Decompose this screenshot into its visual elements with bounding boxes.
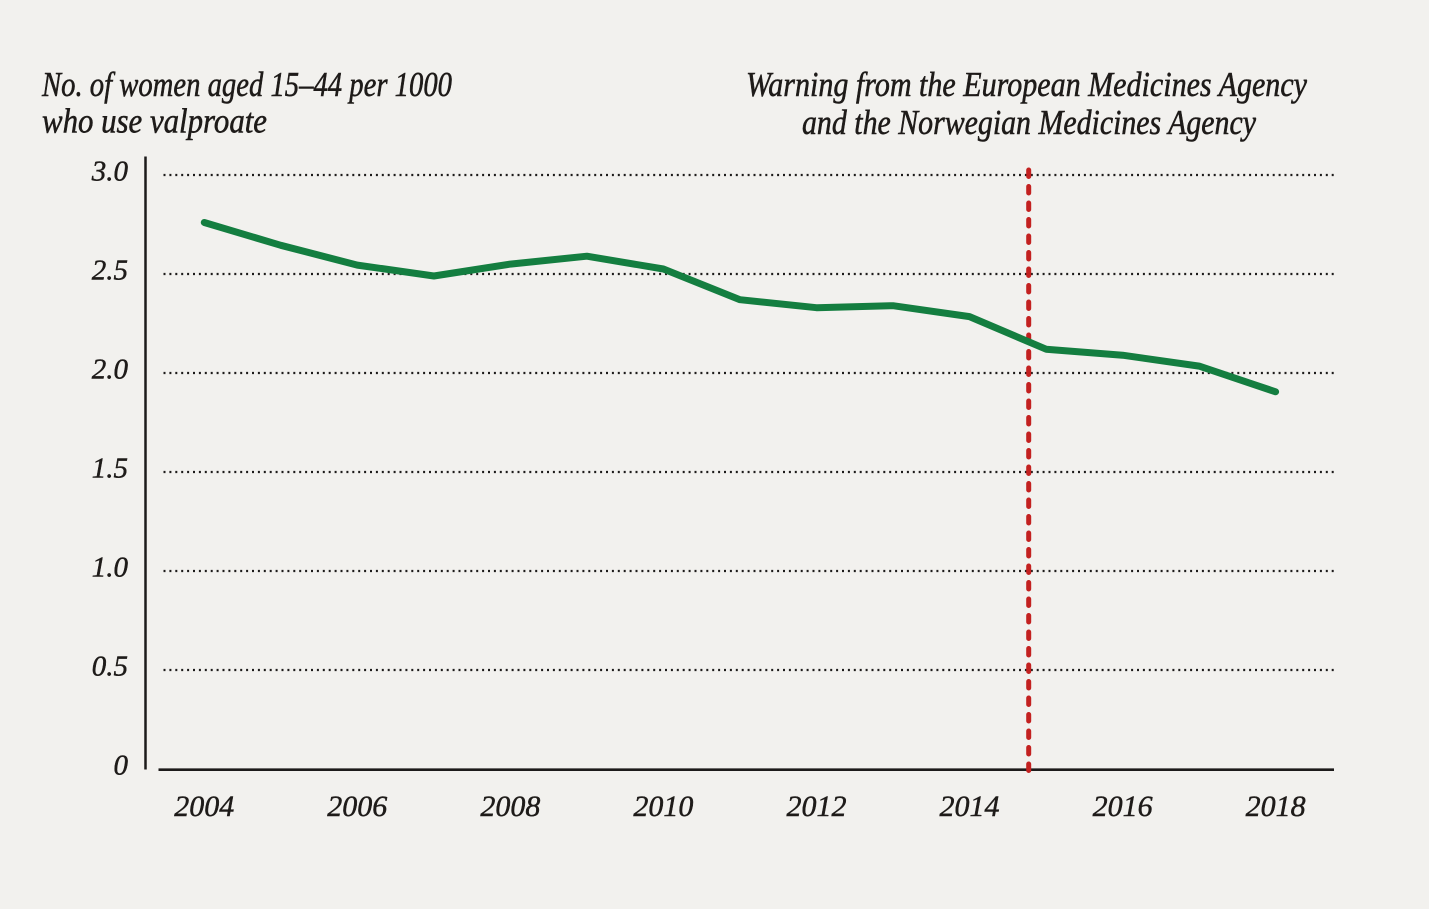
svg-text:who use valproate: who use valproate	[42, 102, 267, 141]
svg-text:2014: 2014	[940, 790, 1000, 823]
svg-text:1.5: 1.5	[92, 453, 128, 485]
svg-text:1.0: 1.0	[92, 552, 129, 584]
svg-text:2.0: 2.0	[92, 354, 129, 386]
svg-text:2008: 2008	[480, 790, 540, 823]
svg-text:3.0: 3.0	[91, 156, 129, 188]
svg-text:0.5: 0.5	[92, 651, 128, 683]
svg-text:2010: 2010	[633, 790, 693, 823]
svg-text:2018: 2018	[1246, 790, 1306, 823]
svg-text:2006: 2006	[327, 790, 387, 823]
svg-text:Warning from the European Medi: Warning from the European Medicines Agen…	[746, 65, 1307, 104]
svg-text:and the Norwegian Medicines Ag: and the Norwegian Medicines Agency	[802, 103, 1256, 142]
svg-text:2.5: 2.5	[92, 255, 128, 287]
svg-text:No. of women aged 15–44 per 10: No. of women aged 15–44 per 1000	[41, 65, 452, 104]
svg-text:0: 0	[114, 750, 129, 782]
svg-text:2012: 2012	[787, 790, 847, 823]
svg-text:2016: 2016	[1093, 790, 1153, 823]
svg-text:2004: 2004	[174, 790, 234, 823]
